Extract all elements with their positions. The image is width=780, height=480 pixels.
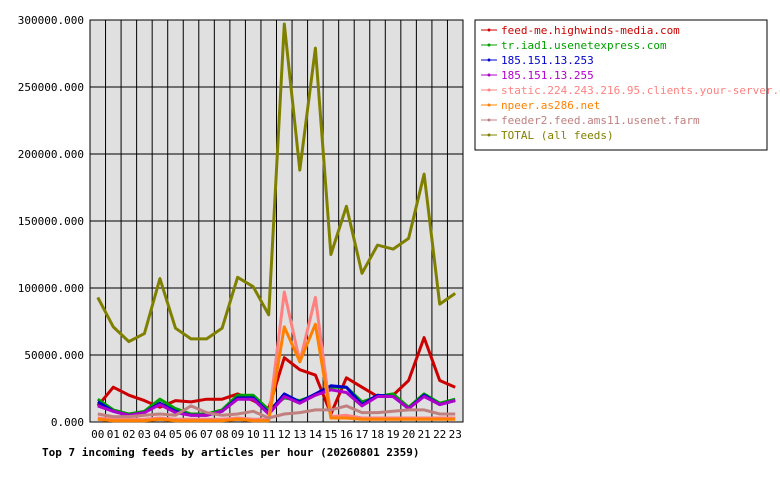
legend-entry: feed-me.highwinds-media.com: [501, 24, 680, 37]
x-tick-label: 22: [433, 428, 446, 441]
series-line: [96, 22, 457, 344]
x-tick-label: 19: [386, 428, 399, 441]
y-tick-label: 300000.000: [18, 14, 84, 27]
y-tick-label: 50000.000: [24, 349, 84, 362]
legend-entry: TOTAL (all feeds): [501, 129, 614, 142]
x-tick-label: 18: [371, 428, 384, 441]
axes: 0.000 50000.000 100000.000 150000.000 200000…: [18, 14, 464, 441]
x-tick-label: 03: [138, 428, 151, 441]
x-tick-label: 21: [418, 428, 431, 441]
legend-marker: [487, 88, 491, 92]
series-line: [97, 388, 456, 417]
legend: feed-me.highwinds-media.com tr.iad1.usene…: [474, 19, 780, 151]
legend-marker: [487, 43, 491, 47]
y-tick-label: 150000.000: [18, 215, 84, 228]
x-tick-label: 05: [169, 428, 182, 441]
y-tick-label: 200000.000: [18, 148, 84, 161]
x-tick-label: 02: [122, 428, 135, 441]
grid: [90, 20, 463, 422]
x-tick-label: 15: [324, 428, 337, 441]
x-tick-label: 00: [91, 428, 104, 441]
x-tick-label: 10: [247, 428, 260, 441]
legend-entry: static.224.243.216.95.clients.your-serve…: [501, 84, 780, 97]
x-tick-label: 17: [355, 428, 368, 441]
plot-frame: [89, 19, 464, 423]
x-tick-label: 20: [402, 428, 415, 441]
legend-marker: [487, 73, 491, 77]
series-line: [97, 404, 456, 420]
x-tick-label: 04: [153, 428, 167, 441]
x-tick-label: 09: [231, 428, 244, 441]
legend-entry: feeder2.feed.ams11.usenet.farm: [501, 114, 700, 127]
x-tick-label: 13: [293, 428, 306, 441]
legend-entry: 185.151.13.253: [501, 54, 594, 67]
legend-marker: [487, 28, 491, 32]
x-tick-label: 07: [200, 428, 213, 441]
x-tick-label: 11: [262, 428, 275, 441]
y-tick-label: 0.000: [51, 416, 84, 429]
legend-marker: [487, 58, 491, 62]
y-tick-label: 100000.000: [18, 282, 84, 295]
x-tick-label: 06: [184, 428, 197, 441]
series-layer: [96, 22, 457, 423]
legend-entry: 185.151.13.255: [501, 69, 594, 82]
y-tick-label: 250000.000: [18, 81, 84, 94]
legend-entry: tr.iad1.usenetexpress.com: [501, 39, 667, 52]
x-tick-label: 23: [449, 428, 462, 441]
x-tick-label: 08: [215, 428, 228, 441]
chart-title: Top 7 incoming feeds by articles per hou…: [42, 446, 420, 459]
legend-marker: [487, 103, 491, 107]
x-tick-label: 01: [107, 428, 120, 441]
x-tick-label: 12: [278, 428, 291, 441]
legend-entry: npeer.as286.net: [501, 99, 600, 112]
series-line: [97, 322, 456, 423]
legend-marker: [487, 118, 491, 122]
x-tick-label: 16: [340, 428, 353, 441]
legend-box: [474, 19, 768, 151]
x-tick-label: 14: [309, 428, 323, 441]
legend-marker: [487, 133, 491, 137]
